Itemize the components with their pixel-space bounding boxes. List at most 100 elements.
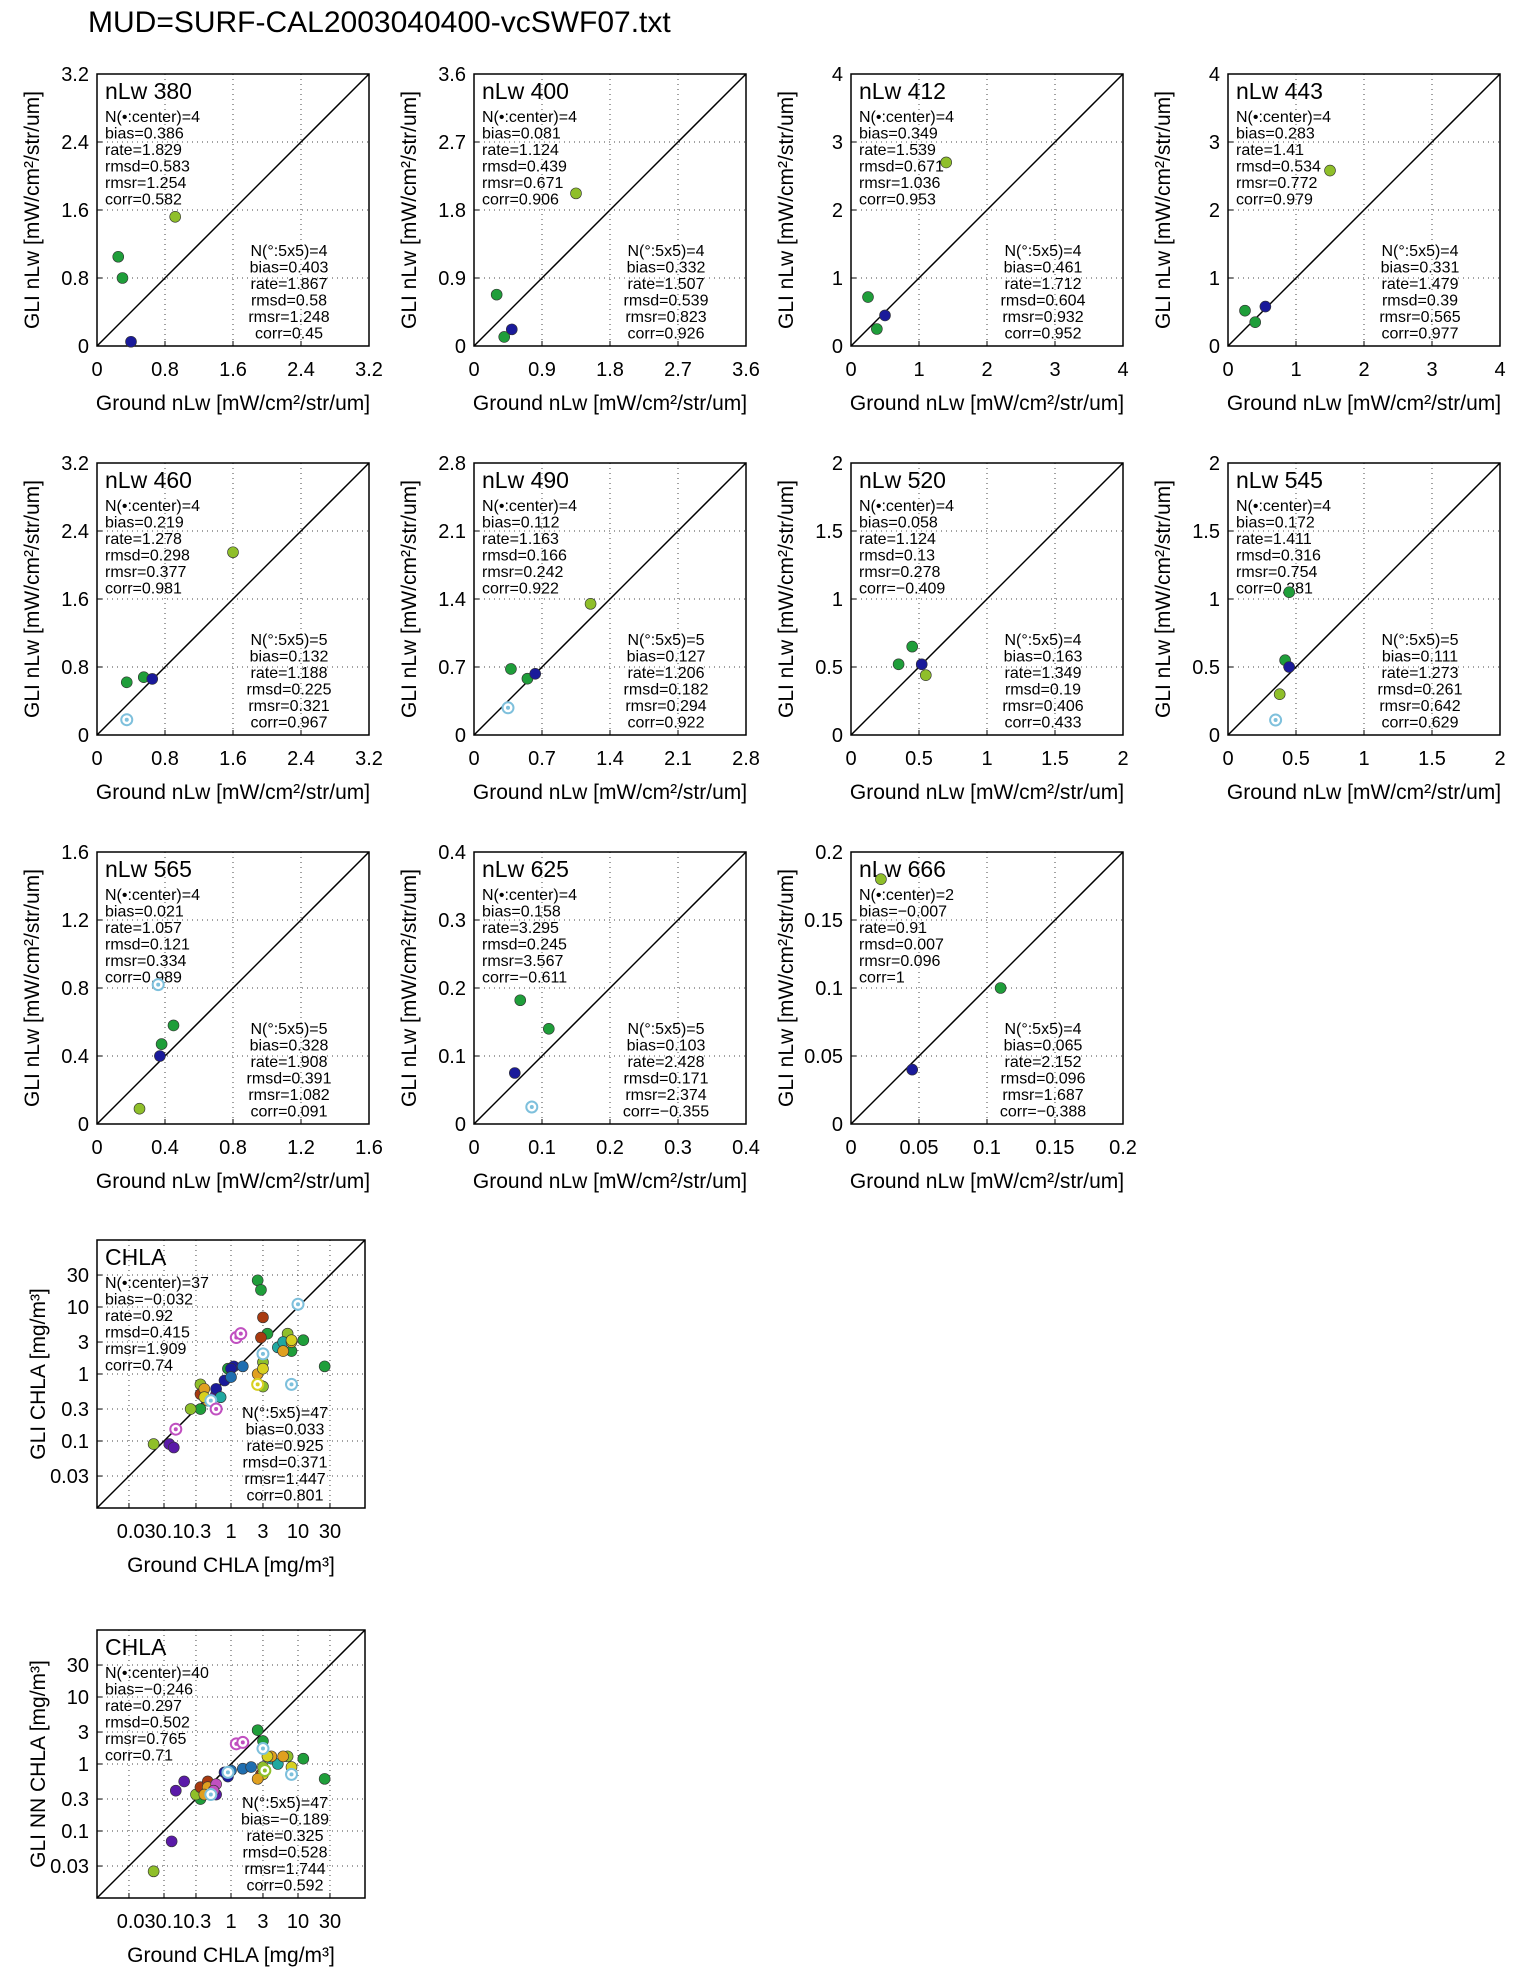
stats-center-line: bias=−0.007 <box>859 904 947 921</box>
data-point <box>919 669 932 681</box>
data-point-center <box>289 1772 294 1777</box>
x-tick-label: 1.6 <box>219 359 247 381</box>
y-axis-label: GLI nLw [mW/cm²/str/um] <box>1152 91 1175 329</box>
data-point <box>906 640 919 653</box>
x-tick-label: 0 <box>468 748 479 770</box>
panel-label: nLw 545 <box>1236 467 1323 493</box>
y-axis-label: GLI nLw [mW/cm²/str/um] <box>398 480 421 718</box>
x-tick-label: 1.5 <box>1418 748 1446 770</box>
stats-center-line: rmsd=0.13 <box>859 548 935 565</box>
x-tick-label: 0.1 <box>528 1137 556 1159</box>
stats-center-line: rmsd=0.245 <box>482 937 567 954</box>
stats-5x5-line: corr=0.926 <box>628 326 705 343</box>
stats-center-line: rmsr=3.567 <box>482 953 563 970</box>
stats-5x5-line: rate=1.273 <box>1382 665 1459 682</box>
x-tick-label: 0 <box>845 359 856 381</box>
stats-center-line: bias=0.158 <box>482 904 561 921</box>
data-point <box>165 1835 178 1848</box>
x-tick-label: 0.1 <box>973 1137 1001 1159</box>
data-point-center <box>240 1740 245 1745</box>
stats-5x5-line: rmsr=0.294 <box>625 698 706 715</box>
y-tick-label: 0.8 <box>61 657 89 679</box>
stats-5x5-line: rmsd=0.539 <box>624 293 709 310</box>
stats-center-line: rate=1.278 <box>105 531 182 548</box>
data-point-center <box>506 705 510 710</box>
x-tick-label: 0 <box>845 748 856 770</box>
stats-center-line: rmsr=0.334 <box>105 953 186 970</box>
x-tick-label: 2.7 <box>664 359 692 381</box>
stats-center-line: N(•:center)=2 <box>859 887 954 904</box>
x-tick-label: 3 <box>1049 359 1060 381</box>
stats-center-line: corr=0.582 <box>105 192 182 209</box>
data-point-center <box>255 1382 260 1387</box>
data-point-center <box>289 1382 294 1387</box>
stats-5x5-line: N(°:5x5)=5 <box>627 632 704 649</box>
data-point <box>871 323 883 335</box>
panel-label: nLw 565 <box>105 856 192 882</box>
stats-5x5-line: bias=−0.189 <box>241 1812 329 1829</box>
stats-center-line: bias=0.172 <box>1236 515 1315 532</box>
data-point-center <box>208 1398 213 1403</box>
data-point <box>505 323 518 336</box>
y-tick-label: 1 <box>832 268 843 290</box>
stats-5x5-line: N(°:5x5)=5 <box>250 1021 327 1038</box>
stats-5x5-line: rmsd=0.58 <box>251 293 327 310</box>
y-axis-label: GLI nLw [mW/cm²/str/um] <box>1152 480 1175 718</box>
x-tick-label: 0 <box>1222 748 1233 770</box>
stats-center-line: rmsd=0.121 <box>105 937 190 954</box>
data-point <box>1259 300 1272 313</box>
stats-5x5-line: rate=2.428 <box>628 1054 705 1071</box>
stats-5x5-line: rate=1.908 <box>251 1054 328 1071</box>
y-tick-label: 0.03 <box>50 1856 89 1878</box>
data-point-center <box>214 1407 219 1412</box>
stats-center-line: N(•:center)=4 <box>105 887 200 904</box>
y-tick-label: 0.15 <box>804 910 843 932</box>
y-tick-label: 1.8 <box>438 200 466 222</box>
stats-center-line: rate=1.124 <box>482 142 559 159</box>
y-tick-label: 0.2 <box>438 978 466 1000</box>
x-tick-label: 3 <box>1426 359 1437 381</box>
x-tick-label: 2.8 <box>732 748 760 770</box>
stats-5x5-line: N(°:5x5)=47 <box>242 1405 328 1422</box>
stats-5x5-line: rmsr=1.248 <box>248 309 329 326</box>
stats-center-line: N(•:center)=40 <box>105 1665 209 1682</box>
x-tick-label: 3.6 <box>732 359 760 381</box>
x-tick-label: 30 <box>319 1521 341 1543</box>
stats-5x5-line: rate=1.507 <box>628 276 705 293</box>
x-tick-label: 2.1 <box>664 748 692 770</box>
one-to-one-line <box>1227 462 1501 736</box>
y-tick-label: 0.4 <box>61 1046 89 1068</box>
stats-5x5-line: rmsd=0.225 <box>247 682 332 699</box>
y-tick-label: 30 <box>67 1265 89 1287</box>
data-point <box>169 211 181 223</box>
y-axis-label: GLI nLw [mW/cm²/str/um] <box>775 91 798 329</box>
data-point-center <box>1273 718 1278 723</box>
x-tick-label: 1.2 <box>287 1137 315 1159</box>
data-point <box>112 250 125 263</box>
stats-5x5-line: bias=0.127 <box>627 649 706 666</box>
stats-5x5-line: rmsr=1.744 <box>244 1861 325 1878</box>
x-tick-label: 0 <box>1222 359 1233 381</box>
stats-center-line: rmsd=0.316 <box>1236 548 1321 565</box>
stats-5x5-line: rmsd=0.182 <box>624 682 709 699</box>
stats-center-line: corr=0.906 <box>482 192 559 209</box>
x-axis-label: Ground CHLA [mg/m³] <box>127 1554 335 1577</box>
x-tick-label: 0 <box>468 359 479 381</box>
x-tick-label: 0.4 <box>732 1137 760 1159</box>
data-point <box>133 1102 146 1115</box>
data-point <box>147 1438 160 1450</box>
stats-center-line: bias=0.081 <box>482 126 561 143</box>
data-point <box>147 1865 160 1878</box>
y-tick-label: 3.2 <box>61 64 89 86</box>
data-point <box>1239 304 1251 317</box>
one-to-one-line <box>850 73 1124 347</box>
y-tick-label: 0.8 <box>61 978 89 1000</box>
stats-5x5-line: rate=1.188 <box>251 665 328 682</box>
x-tick-label: 1 <box>1358 748 1369 770</box>
y-tick-label: 1.6 <box>61 589 89 611</box>
data-point <box>318 1773 331 1785</box>
data-point <box>236 1360 249 1373</box>
data-point <box>505 663 517 675</box>
stats-center-line: corr=0.922 <box>482 581 559 598</box>
